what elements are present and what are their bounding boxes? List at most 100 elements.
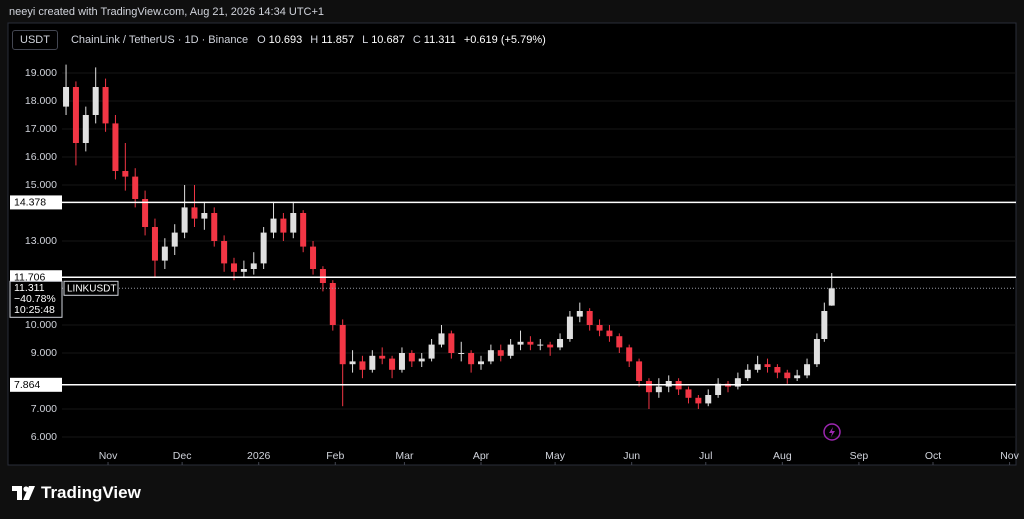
candle-body bbox=[557, 339, 564, 348]
x-tick-label: 2026 bbox=[247, 450, 271, 462]
candle-body bbox=[132, 176, 139, 200]
symbol-button[interactable]: USDT bbox=[12, 30, 58, 50]
candle-body bbox=[270, 218, 277, 233]
change: +0.619 (+5.79%) bbox=[463, 34, 546, 46]
chart-title: ChainLink / TetherUS · 1D · Binance bbox=[70, 34, 249, 46]
candle-body bbox=[507, 344, 514, 356]
candle-body bbox=[329, 283, 336, 326]
candle-body bbox=[428, 344, 435, 359]
y-tick-label: 9.000 bbox=[31, 347, 57, 359]
x-tick-label: Sep bbox=[850, 450, 869, 462]
x-tick-label: Feb bbox=[326, 450, 344, 462]
candle-body bbox=[813, 339, 820, 365]
level-label-box bbox=[10, 195, 62, 210]
x-tick-label: Mar bbox=[395, 450, 414, 462]
candle-body bbox=[151, 227, 158, 261]
candle-body bbox=[645, 381, 652, 393]
y-tick-label: 17.000 bbox=[25, 123, 57, 135]
candle-body bbox=[828, 288, 835, 306]
y-tick-label: 6.000 bbox=[31, 431, 57, 443]
candle-body bbox=[122, 171, 129, 177]
y-tick-label: 13.000 bbox=[25, 235, 57, 247]
candle-body bbox=[438, 333, 445, 345]
candle-body bbox=[171, 232, 178, 247]
candle-body bbox=[537, 344, 544, 346]
candle-body bbox=[527, 341, 534, 345]
candle-body bbox=[566, 316, 573, 340]
candle-body bbox=[250, 263, 257, 270]
ohlc-value: 10.693 bbox=[268, 34, 303, 46]
candle-body bbox=[764, 364, 771, 368]
candle-body bbox=[606, 330, 613, 337]
x-tick-label: Dec bbox=[173, 450, 192, 462]
candle-body bbox=[821, 311, 828, 340]
y-tick-label: 10.000 bbox=[25, 319, 57, 331]
candle-body bbox=[349, 361, 356, 365]
candle-body bbox=[715, 383, 722, 396]
candle-body bbox=[448, 333, 455, 354]
candle-body bbox=[240, 269, 247, 272]
last-price-countdown: 10:25:48 bbox=[14, 304, 55, 316]
candle-body bbox=[576, 311, 583, 317]
candle-body bbox=[112, 123, 119, 172]
x-tick-label: Jul bbox=[699, 450, 712, 462]
candle-body bbox=[626, 347, 633, 362]
candle-body bbox=[418, 358, 425, 362]
candle-body bbox=[82, 115, 89, 144]
level-label-box bbox=[10, 270, 62, 285]
candle-body bbox=[201, 213, 208, 219]
event-icon[interactable] bbox=[823, 423, 841, 441]
header: neeyi created with TradingView.com, Aug … bbox=[9, 6, 325, 18]
candle-body bbox=[290, 213, 297, 233]
candle-body bbox=[497, 350, 504, 356]
candle-body bbox=[744, 369, 751, 379]
y-tick-label: 16.000 bbox=[25, 151, 57, 163]
level-label-box bbox=[10, 377, 62, 392]
candle-body bbox=[102, 87, 109, 124]
y-tick-label: 18.000 bbox=[25, 95, 57, 107]
x-tick-label: Aug bbox=[773, 450, 792, 462]
candle-body bbox=[487, 350, 494, 362]
candle-body bbox=[458, 353, 465, 355]
candle-body bbox=[280, 218, 287, 233]
level-label: 7.864 bbox=[14, 379, 40, 391]
x-tick-label: Apr bbox=[473, 450, 490, 462]
candle-body bbox=[319, 269, 326, 284]
footer-logo[interactable]: TradingView bbox=[12, 483, 141, 503]
candle-body bbox=[636, 361, 643, 382]
candle-body bbox=[389, 358, 396, 370]
candle-body bbox=[754, 364, 761, 370]
candle-body bbox=[655, 386, 662, 393]
candle-body bbox=[734, 378, 741, 387]
logo-icon bbox=[12, 486, 35, 500]
ohlc-label: H bbox=[310, 34, 319, 46]
legend: USDT ChainLink / TetherUS · 1D · Binance… bbox=[12, 30, 546, 50]
x-tick-label: Jun bbox=[623, 450, 640, 462]
ohlc-label: L bbox=[362, 34, 369, 46]
chart-pane bbox=[7, 22, 1017, 466]
candle-body bbox=[398, 353, 405, 370]
candle-body bbox=[478, 361, 485, 365]
candle-body bbox=[92, 87, 99, 116]
last-price-change: −40.78% bbox=[14, 293, 56, 305]
x-tick-label: Oct bbox=[925, 450, 941, 462]
candle-body bbox=[310, 246, 317, 270]
symbol-tag-box bbox=[63, 280, 119, 296]
candle-body bbox=[517, 341, 524, 345]
candle-body bbox=[211, 213, 218, 242]
y-tick-label: 15.000 bbox=[25, 179, 57, 191]
candle-body bbox=[695, 397, 702, 404]
y-tick-label: 7.000 bbox=[31, 403, 57, 415]
y-tick-label: 19.000 bbox=[25, 67, 57, 79]
candle-body bbox=[369, 355, 376, 370]
candle-body bbox=[181, 207, 188, 233]
candle-body bbox=[794, 375, 801, 379]
candle-body bbox=[616, 336, 623, 348]
ohlc-value: 11.311 bbox=[423, 34, 456, 46]
candle-body bbox=[339, 325, 346, 365]
candle-body bbox=[231, 263, 238, 272]
level-label: 14.378 bbox=[14, 197, 46, 209]
ohlc-label: O bbox=[257, 34, 266, 46]
